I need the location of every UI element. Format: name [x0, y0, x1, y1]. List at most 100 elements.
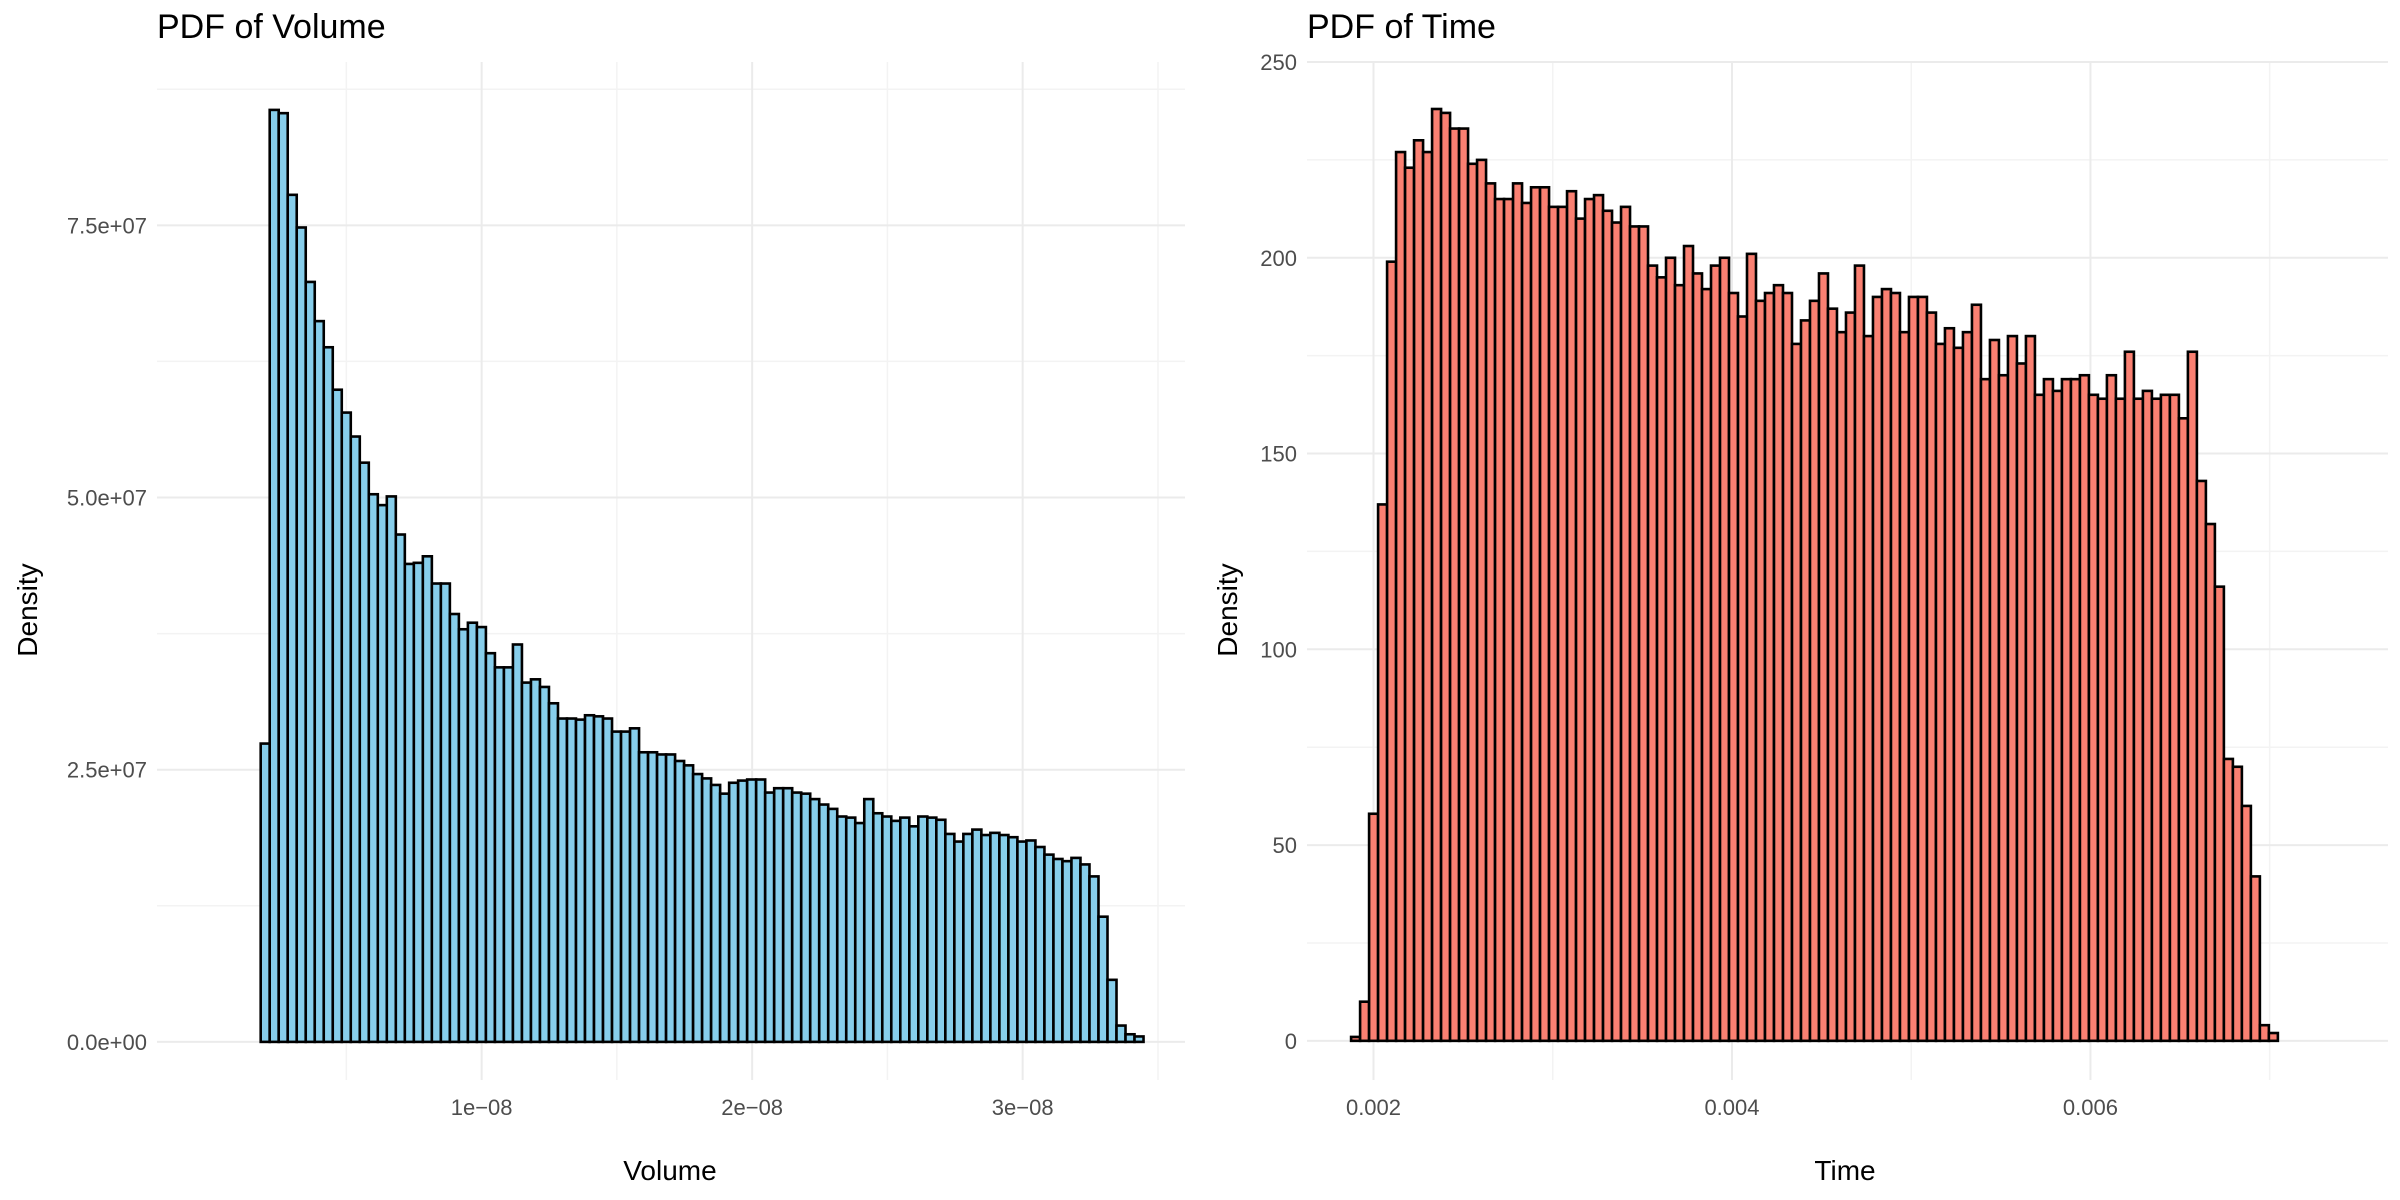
time-bar: [2096, 397, 2109, 1043]
time-bar: [2078, 373, 2091, 1043]
volume-bar: [556, 717, 569, 1044]
time-bar: [1880, 287, 1893, 1043]
time-y-tick-label: 150: [1260, 442, 1297, 467]
volume-bar: [889, 819, 902, 1044]
volume-bar: [953, 840, 965, 1044]
volume-bar: [808, 797, 821, 1044]
time-chart-title: PDF of Time: [1307, 8, 1496, 46]
volume-bar: [871, 811, 884, 1044]
time-bar: [1844, 311, 1857, 1043]
volume-bar: [817, 803, 830, 1044]
time-bar: [1817, 272, 1830, 1043]
volume-bar: [574, 718, 587, 1044]
volume-bar: [592, 715, 605, 1044]
time-bar: [1511, 182, 1524, 1043]
volume-bar: [1079, 863, 1091, 1044]
time-bar: [1961, 330, 1974, 1043]
volume-bar: [493, 666, 506, 1044]
time-bar: [2267, 1031, 2280, 1043]
time-bar: [1457, 127, 1470, 1043]
time-bar: [1367, 812, 1380, 1043]
volume-y-tick-label: 7.5e+07: [67, 213, 147, 238]
volume-y-tick-label: 2.5e+07: [67, 758, 147, 783]
time-bar: [1718, 256, 1731, 1043]
volume-bar: [628, 727, 641, 1044]
volume-bar: [682, 764, 695, 1044]
time-bar: [1916, 295, 1929, 1043]
volume-bar: [853, 821, 866, 1044]
time-bar: [1565, 189, 1578, 1043]
time-bar: [1655, 276, 1668, 1043]
volume-bar: [475, 625, 488, 1044]
volume-bar: [1115, 1024, 1127, 1044]
time-bar: [2195, 479, 2208, 1043]
volume-bar: [862, 797, 875, 1044]
volume-bar: [1133, 1035, 1145, 1044]
time-bar: [1664, 256, 1677, 1043]
time-y-tick-label: 250: [1260, 50, 1297, 75]
volume-bar: [502, 666, 515, 1044]
volume-bar: [917, 815, 929, 1044]
time-bar: [2105, 373, 2118, 1043]
time-bar: [2177, 416, 2190, 1043]
volume-bar: [610, 730, 623, 1044]
time-bar: [1871, 295, 1884, 1043]
time-bar: [1637, 225, 1650, 1043]
time-bar: [1430, 107, 1443, 1043]
volume-bar: [745, 778, 758, 1044]
volume-y-tick-label: 5.0e+07: [67, 486, 147, 511]
time-bar: [1790, 342, 1803, 1043]
volume-y-tick-label: 0.0e+00: [67, 1030, 147, 1055]
volume-bar: [1070, 856, 1082, 1044]
volume-bar: [520, 681, 533, 1044]
time-y-tick-label: 100: [1260, 637, 1297, 662]
time-bar: [2240, 804, 2253, 1043]
time-bar: [1682, 244, 1695, 1043]
volume-bar: [646, 750, 659, 1044]
time-bar: [2015, 362, 2028, 1043]
volume-bar: [790, 791, 803, 1044]
volume-y-tick-labels: 0.0e+00 2.5e+07 5.0e+07 7.5e+07: [67, 213, 147, 1055]
time-bar: [2141, 389, 2154, 1043]
volume-histogram-panel: 0.0e+00 2.5e+07 5.0e+07 7.5e+07 1e−08 2e−08 3…: [12, 8, 1185, 1186]
volume-bar: [727, 781, 740, 1044]
time-bar: [2069, 377, 2082, 1043]
volume-bar: [1016, 840, 1028, 1044]
time-x-axis-title: Time: [1814, 1155, 1875, 1186]
volume-bar: [619, 730, 632, 1044]
volume-chart-title: PDF of Volume: [157, 8, 386, 46]
volume-bar: [367, 492, 380, 1044]
volume-bar: [691, 772, 704, 1044]
time-bar: [1853, 264, 1866, 1043]
time-x-tick-label: 0.006: [2063, 1095, 2118, 1120]
volume-x-tick-labels: 1e−08 2e−08 3e−08: [451, 1095, 1054, 1120]
time-bar: [1988, 338, 2001, 1043]
volume-y-axis-title: Density: [12, 563, 43, 656]
volume-bar: [998, 833, 1010, 1044]
volume-bar: [971, 828, 983, 1044]
time-bar: [2060, 377, 2073, 1043]
volume-bar: [601, 717, 614, 1044]
time-bar: [1547, 205, 1560, 1043]
volume-bar: [295, 226, 308, 1044]
time-bar: [1727, 291, 1740, 1043]
time-bar: [1520, 201, 1533, 1043]
time-bar: [2258, 1023, 2271, 1043]
volume-bar: [1043, 853, 1055, 1044]
volume-bar: [926, 816, 938, 1044]
volume-bar: [1061, 859, 1073, 1044]
volume-bar: [466, 621, 479, 1044]
time-bar: [2033, 393, 2046, 1043]
volume-bar: [412, 561, 425, 1044]
volume-bar: [962, 832, 974, 1044]
time-bar: [1862, 334, 1875, 1043]
time-bar: [1952, 346, 1965, 1043]
time-bar: [2231, 765, 2244, 1043]
time-bar: [1898, 330, 1911, 1043]
time-bar: [1907, 295, 1920, 1043]
volume-bar: [664, 753, 677, 1044]
volume-bar: [700, 777, 713, 1044]
volume-bar: [349, 435, 362, 1044]
time-bars: [1349, 107, 2280, 1043]
volume-bar: [763, 791, 776, 1044]
